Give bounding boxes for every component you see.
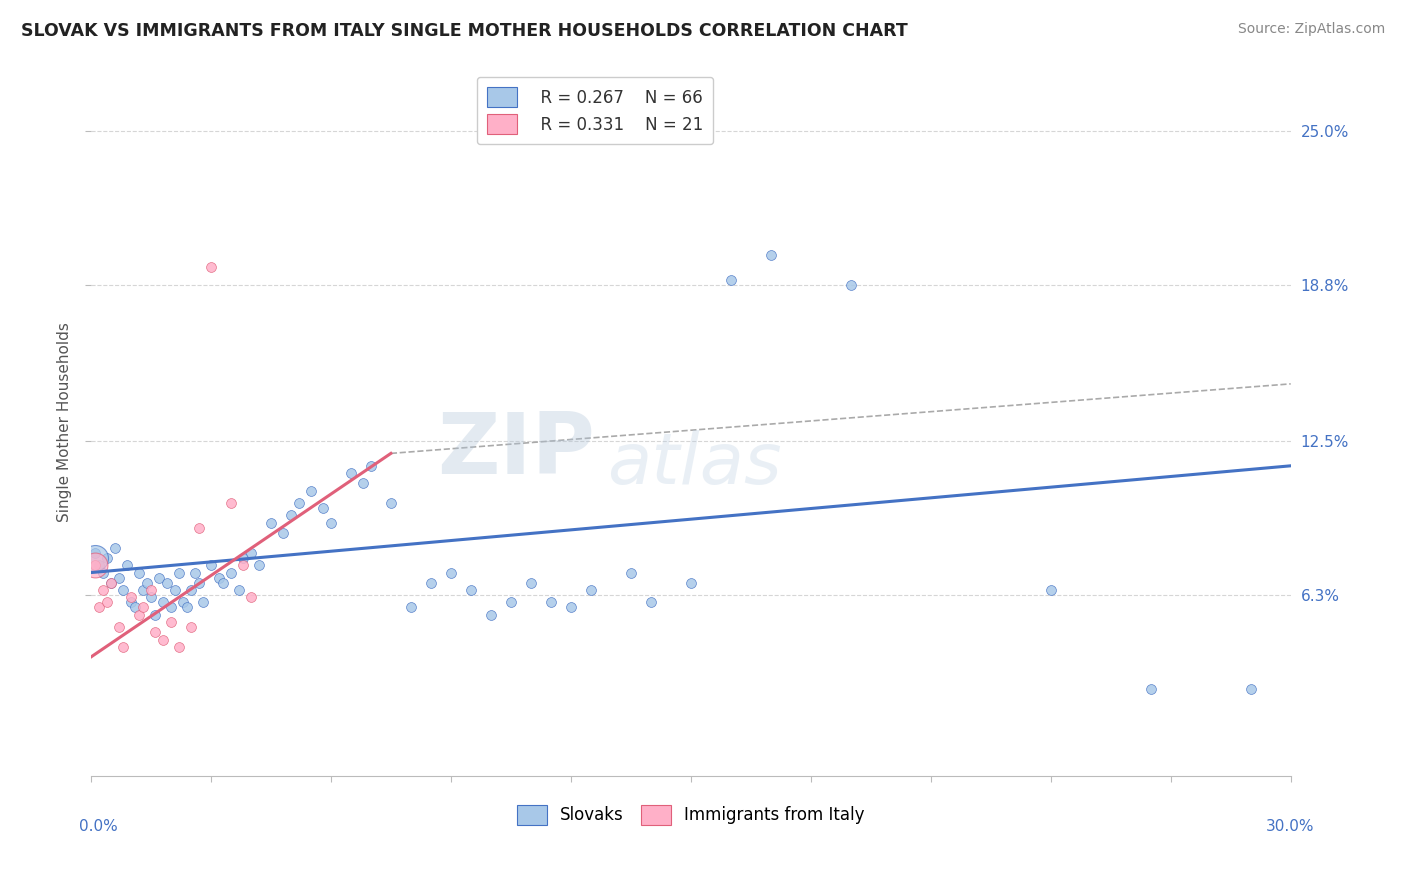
Point [100,575,122,590]
Text: Source: ZipAtlas.com: Source: ZipAtlas.com [1237,22,1385,37]
Point [260,516,283,530]
Point [191,595,214,609]
Point [839,277,862,292]
Point [167,640,190,654]
Point [152,632,174,647]
Point [84,558,107,573]
Point [111,582,134,597]
Point [460,582,482,597]
Point [239,546,262,560]
Point [143,625,166,640]
Point [187,575,209,590]
Point [143,607,166,622]
Point [167,566,190,580]
Point [124,600,146,615]
Point [1139,682,1161,697]
Point [187,521,209,535]
Point [579,582,602,597]
Point [1039,582,1062,597]
Point [360,458,382,473]
Point [312,501,335,516]
Point [135,575,157,590]
Point [271,525,294,540]
Y-axis label: Single Mother Households: Single Mother Households [58,322,72,523]
Point [100,575,122,590]
Point [520,575,543,590]
Point [212,575,235,590]
Point [148,570,170,584]
Point [299,483,322,498]
Point [640,595,662,609]
Point [96,550,118,565]
Point [84,558,107,573]
Point [184,566,207,580]
Point [132,582,155,597]
Point [104,541,127,555]
Point [91,566,114,580]
Point [208,570,231,584]
Point [340,467,363,481]
Legend: Slovaks, Immigrants from Italy: Slovaks, Immigrants from Italy [510,797,872,831]
Point [319,516,342,530]
Point [247,558,270,573]
Point [180,620,202,634]
Text: ZIP: ZIP [437,409,595,492]
Point [560,600,582,615]
Point [540,595,562,609]
Point [180,582,202,597]
Point [352,476,374,491]
Point [84,550,107,565]
Text: 0.0%: 0.0% [79,819,118,834]
Point [479,607,502,622]
Point [679,575,702,590]
Point [96,595,118,609]
Point [288,496,311,510]
Point [440,566,463,580]
Point [232,558,254,573]
Point [720,272,742,286]
Point [139,591,162,605]
Point [232,550,254,565]
Point [115,558,138,573]
Point [139,582,162,597]
Point [91,582,114,597]
Point [84,546,107,560]
Point [399,600,422,615]
Point [152,595,174,609]
Point [172,595,194,609]
Point [128,607,150,622]
Point [120,595,142,609]
Point [176,600,198,615]
Point [160,600,183,615]
Point [87,558,110,573]
Text: SLOVAK VS IMMIGRANTS FROM ITALY SINGLE MOTHER HOUSEHOLDS CORRELATION CHART: SLOVAK VS IMMIGRANTS FROM ITALY SINGLE M… [21,22,908,40]
Point [219,496,242,510]
Point [132,600,155,615]
Text: atlas: atlas [607,430,782,500]
Point [239,591,262,605]
Point [108,620,131,634]
Point [219,566,242,580]
Point [228,582,250,597]
Point [620,566,643,580]
Point [156,575,179,590]
Point [128,566,150,580]
Point [759,248,782,262]
Point [111,640,134,654]
Point [280,508,302,523]
Point [108,570,131,584]
Point [200,558,222,573]
Point [87,600,110,615]
Point [163,582,186,597]
Text: 30.0%: 30.0% [1267,819,1315,834]
Point [380,496,402,510]
Point [1240,682,1263,697]
Point [120,591,142,605]
Point [419,575,441,590]
Point [200,260,222,275]
Point [499,595,522,609]
Point [160,615,183,630]
